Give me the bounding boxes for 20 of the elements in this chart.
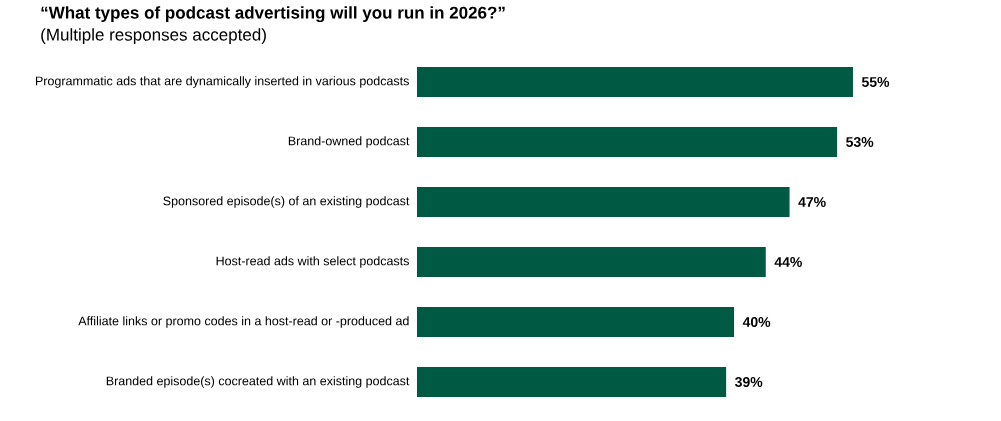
data-label: 40% — [742, 317, 771, 327]
bar — [416, 67, 853, 98]
y-tick-label: Host-read ads with select podcasts — [216, 256, 409, 268]
y-tick-label: Branded episode(s) cocreated with an existing podcast — [106, 376, 410, 388]
text: “What types of podcast advertising will you run in 2026?” — [41, 6, 505, 23]
text: (Multiple responses accepted) — [41, 28, 266, 45]
data-label: 47% — [798, 197, 826, 207]
data-label: 39% — [734, 377, 763, 387]
bar — [416, 247, 766, 278]
bar — [416, 307, 735, 338]
data-label: 53% — [846, 137, 874, 147]
y-tick-label: Brand-owned podcast — [288, 136, 410, 148]
bar — [416, 367, 727, 398]
data-label: 44% — [774, 257, 802, 267]
y-tick-label: Sponsored episode(s) of an existing podcast — [163, 196, 410, 208]
data-label: 55% — [861, 77, 890, 87]
y-tick-label: Programmatic ads that are dynamically inserted in various podcasts — [35, 76, 409, 88]
y-tick-label: Affiliate links or promo codes in a host-read or -produced ad — [78, 316, 409, 328]
bar — [416, 127, 838, 158]
bar — [416, 187, 790, 218]
